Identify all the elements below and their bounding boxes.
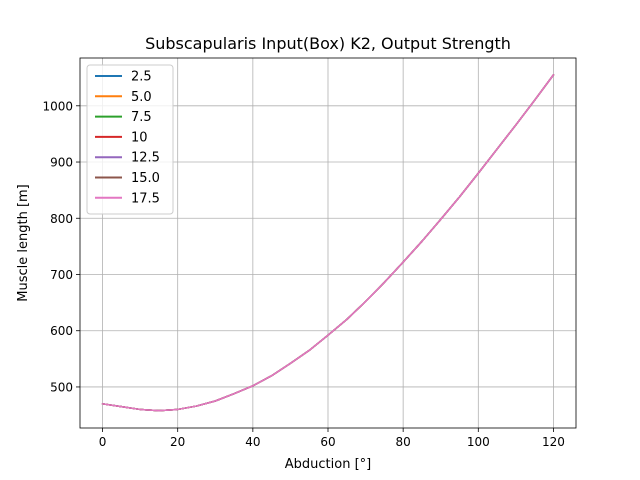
legend-label: 5.0	[131, 90, 152, 105]
y-axis-label: Muscle length [m]	[16, 184, 31, 302]
y-tick-label: 900	[50, 156, 73, 170]
x-tick-label: 20	[170, 435, 185, 449]
x-axis-ticks: 0 20 40 60 80 100 120	[99, 428, 565, 449]
y-tick-label: 600	[50, 324, 73, 338]
x-tick-label: 60	[320, 435, 335, 449]
series-lines	[101, 74, 555, 412]
x-axis-label: Abduction [°]	[285, 457, 371, 472]
x-tick-label: 120	[542, 435, 565, 449]
legend-label: 15.0	[131, 171, 160, 186]
y-tick-label: 500	[50, 380, 73, 394]
x-tick-label: 100	[467, 435, 490, 449]
y-tick-label: 1000	[42, 99, 73, 113]
legend-frame	[86, 64, 174, 215]
y-axis-ticks: 500 600 700 800 900 1000	[42, 99, 80, 394]
chart-title: Subscapularis Input(Box) K2, Output Stre…	[145, 34, 511, 53]
y-tick-label: 800	[50, 212, 73, 226]
x-tick-label: 80	[396, 435, 411, 449]
x-tick-label: 40	[245, 435, 260, 449]
legend-label: 7.5	[131, 110, 152, 125]
legend: 2.5 5.0 7.5 10 12.5 15.0 17.5	[86, 64, 174, 215]
legend-label: 10	[131, 130, 148, 145]
legend-label: 2.5	[131, 70, 152, 85]
series-line	[101, 74, 555, 412]
legend-label: 12.5	[131, 151, 160, 166]
x-tick-label: 0	[99, 435, 107, 449]
y-tick-label: 700	[50, 268, 73, 282]
legend-label: 17.5	[131, 191, 160, 206]
